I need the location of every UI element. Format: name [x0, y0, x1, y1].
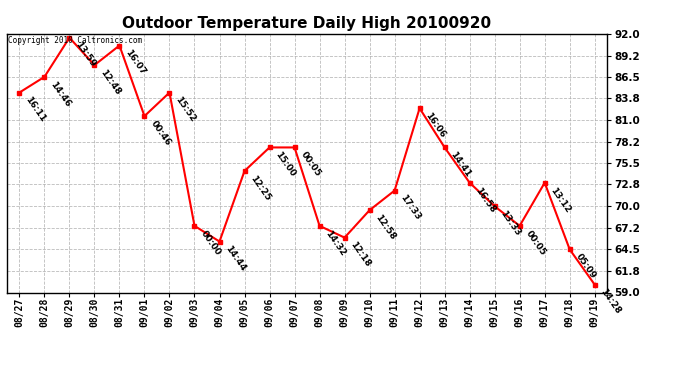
Text: 16:07: 16:07	[124, 48, 148, 77]
Text: 14:28: 14:28	[599, 287, 622, 316]
Text: 16:58: 16:58	[474, 186, 497, 214]
Text: 12:48: 12:48	[99, 68, 122, 97]
Text: 00:00: 00:00	[199, 229, 222, 257]
Text: 16:11: 16:11	[23, 95, 48, 124]
Text: 05:09: 05:09	[574, 252, 598, 280]
Text: 15:00: 15:00	[274, 150, 297, 178]
Text: 12:58: 12:58	[374, 213, 397, 242]
Text: 14:41: 14:41	[448, 150, 473, 179]
Text: 13:33: 13:33	[499, 209, 522, 238]
Text: 00:46: 00:46	[148, 119, 172, 147]
Text: 17:33: 17:33	[399, 194, 422, 222]
Title: Outdoor Temperature Daily High 20100920: Outdoor Temperature Daily High 20100920	[123, 16, 491, 31]
Text: 14:46: 14:46	[48, 80, 72, 108]
Text: 16:06: 16:06	[424, 111, 448, 140]
Text: 00:05: 00:05	[524, 229, 547, 257]
Text: 15:52: 15:52	[174, 95, 197, 124]
Text: 12:18: 12:18	[348, 240, 373, 269]
Text: 00:05: 00:05	[299, 150, 322, 178]
Text: Copyright 2010 Caltronics.com: Copyright 2010 Caltronics.com	[8, 36, 142, 45]
Text: 13:12: 13:12	[549, 186, 573, 214]
Text: 13:59: 13:59	[74, 40, 97, 69]
Text: 14:44: 14:44	[224, 244, 248, 273]
Text: 14:32: 14:32	[324, 229, 348, 257]
Text: 12:25: 12:25	[248, 174, 273, 202]
